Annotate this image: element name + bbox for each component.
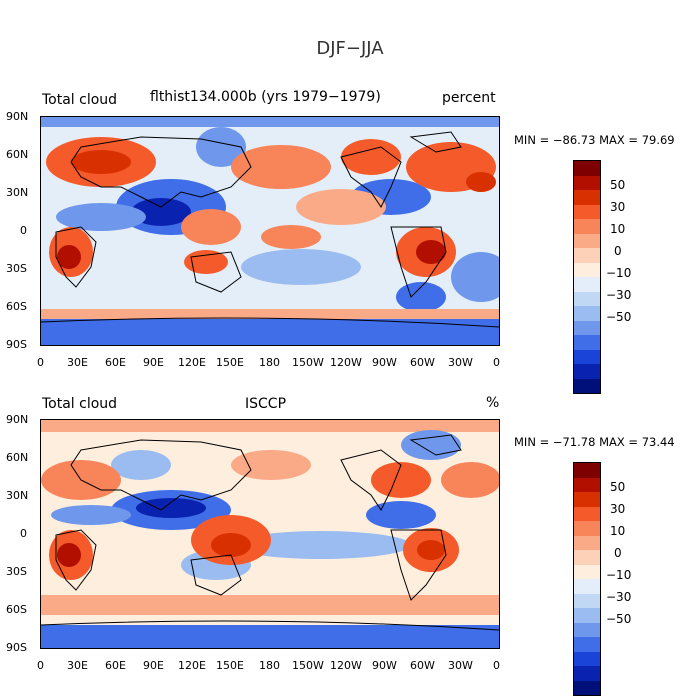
panel1-right-title: percent [442, 90, 496, 106]
panel2-min-max: MIN = −71.78 MAX = 73.44 [514, 435, 675, 449]
colorbar-swatch [574, 651, 600, 666]
panel2-center-title: ISCCP [245, 396, 287, 412]
p2-cbar-label: 30 [610, 502, 626, 516]
colorbar-swatch [574, 190, 600, 205]
p2-lat-label: 60N [6, 451, 29, 464]
p2-lon-label: 0 [493, 659, 500, 672]
p1-cbar-label: 10 [610, 222, 626, 236]
colorbar-swatch [574, 306, 600, 321]
p2-lon-label: 120E [178, 659, 206, 672]
p1-lon-label: 60W [410, 356, 435, 369]
p2-lat-label: 30S [6, 565, 27, 578]
colorbar-swatch [574, 492, 600, 507]
p2-lat-label: 30N [6, 489, 29, 502]
colorbar-swatch [574, 277, 600, 292]
p2-lat-label: 60S [6, 603, 27, 616]
p1-cbar-label: −10 [606, 266, 632, 280]
p1-lon-label: 30W [448, 356, 473, 369]
p1-lat-label: 90S [6, 338, 27, 351]
p1-lat-label: 30S [6, 262, 27, 275]
colorbar-swatch [574, 219, 600, 234]
p2-lon-label: 150W [292, 659, 324, 672]
p1-lat-label: 30N [6, 186, 29, 199]
p1-lon-label: 0 [37, 356, 44, 369]
colorbar-swatch [574, 579, 600, 594]
colorbar-swatch [574, 680, 600, 695]
colorbar-swatch [574, 349, 600, 364]
p2-lon-label: 90W [372, 659, 397, 672]
panel2-colorbar [573, 462, 601, 696]
p1-lat-label: 60S [6, 300, 27, 313]
p2-lon-label: 180 [259, 659, 280, 672]
p2-cbar-label: 50 [610, 480, 626, 494]
p2-lon-label: 90E [143, 659, 164, 672]
panel1-map [40, 116, 500, 346]
colorbar-swatch [574, 666, 600, 681]
p2-lon-label: 0 [37, 659, 44, 672]
p1-lon-label: 60E [105, 356, 126, 369]
p2-lon-label: 150E [216, 659, 244, 672]
p1-lat-label: 0 [20, 224, 27, 237]
p1-cbar-label: −30 [606, 288, 632, 302]
colorbar-swatch [574, 550, 600, 565]
colorbar-swatch [574, 463, 600, 478]
p1-lon-label: 120E [178, 356, 206, 369]
panel1-left-title: Total cloud [42, 92, 118, 108]
p1-lat-label: 60N [6, 148, 29, 161]
colorbar-swatch [574, 608, 600, 623]
p1-lon-label: 90W [372, 356, 397, 369]
colorbar-swatch [574, 622, 600, 637]
colorbar-swatch [574, 204, 600, 219]
p2-lat-label: 0 [20, 527, 27, 540]
panel2-right-title: % [486, 395, 500, 411]
p1-cbar-label: 50 [610, 178, 626, 192]
p1-lon-label: 180 [259, 356, 280, 369]
p2-cbar-label: −30 [606, 590, 632, 604]
p1-lon-label: 120W [330, 356, 362, 369]
panel1-center-title: flthist134.000b (yrs 1979−1979) [150, 89, 381, 105]
p1-lon-label: 90E [143, 356, 164, 369]
colorbar-swatch [574, 564, 600, 579]
p2-lon-label: 60E [105, 659, 126, 672]
p2-lat-label: 90N [6, 413, 29, 426]
colorbar-swatch [574, 335, 600, 350]
colorbar-swatch [574, 233, 600, 248]
p1-cbar-label: 30 [610, 200, 626, 214]
p2-cbar-label: −50 [606, 612, 632, 626]
colorbar-swatch [574, 320, 600, 335]
colorbar-swatch [574, 535, 600, 550]
p1-cbar-label: −50 [606, 310, 632, 324]
p1-cbar-label: 0 [614, 244, 622, 258]
colorbar-swatch [574, 521, 600, 536]
p2-lon-label: 30E [67, 659, 88, 672]
p2-lon-label: 120W [330, 659, 362, 672]
colorbar-swatch [574, 364, 600, 379]
p1-lon-label: 0 [493, 356, 500, 369]
colorbar-swatch [574, 175, 600, 190]
p2-cbar-label: 10 [610, 524, 626, 538]
colorbar-swatch [574, 161, 600, 176]
main-title: DJF−JJA [316, 38, 384, 59]
colorbar-swatch [574, 291, 600, 306]
p1-lon-label: 30E [67, 356, 88, 369]
p2-lon-label: 60W [410, 659, 435, 672]
colorbar-swatch [574, 248, 600, 263]
colorbar-swatch [574, 506, 600, 521]
panel1-min-max: MIN = −86.73 MAX = 79.69 [514, 133, 675, 147]
colorbar-swatch [574, 637, 600, 652]
colorbar-swatch [574, 593, 600, 608]
panel2-map [40, 419, 500, 649]
p1-lat-label: 90N [6, 110, 29, 123]
p2-cbar-label: 0 [614, 546, 622, 560]
p2-lon-label: 30W [448, 659, 473, 672]
p2-cbar-label: −10 [606, 568, 632, 582]
p2-lat-label: 90S [6, 641, 27, 654]
panel2-left-title: Total cloud [42, 396, 118, 412]
colorbar-swatch [574, 477, 600, 492]
colorbar-swatch [574, 378, 600, 393]
p1-lon-label: 150E [216, 356, 244, 369]
p1-lon-label: 150W [292, 356, 324, 369]
panel1-colorbar [573, 160, 601, 394]
colorbar-swatch [574, 262, 600, 277]
